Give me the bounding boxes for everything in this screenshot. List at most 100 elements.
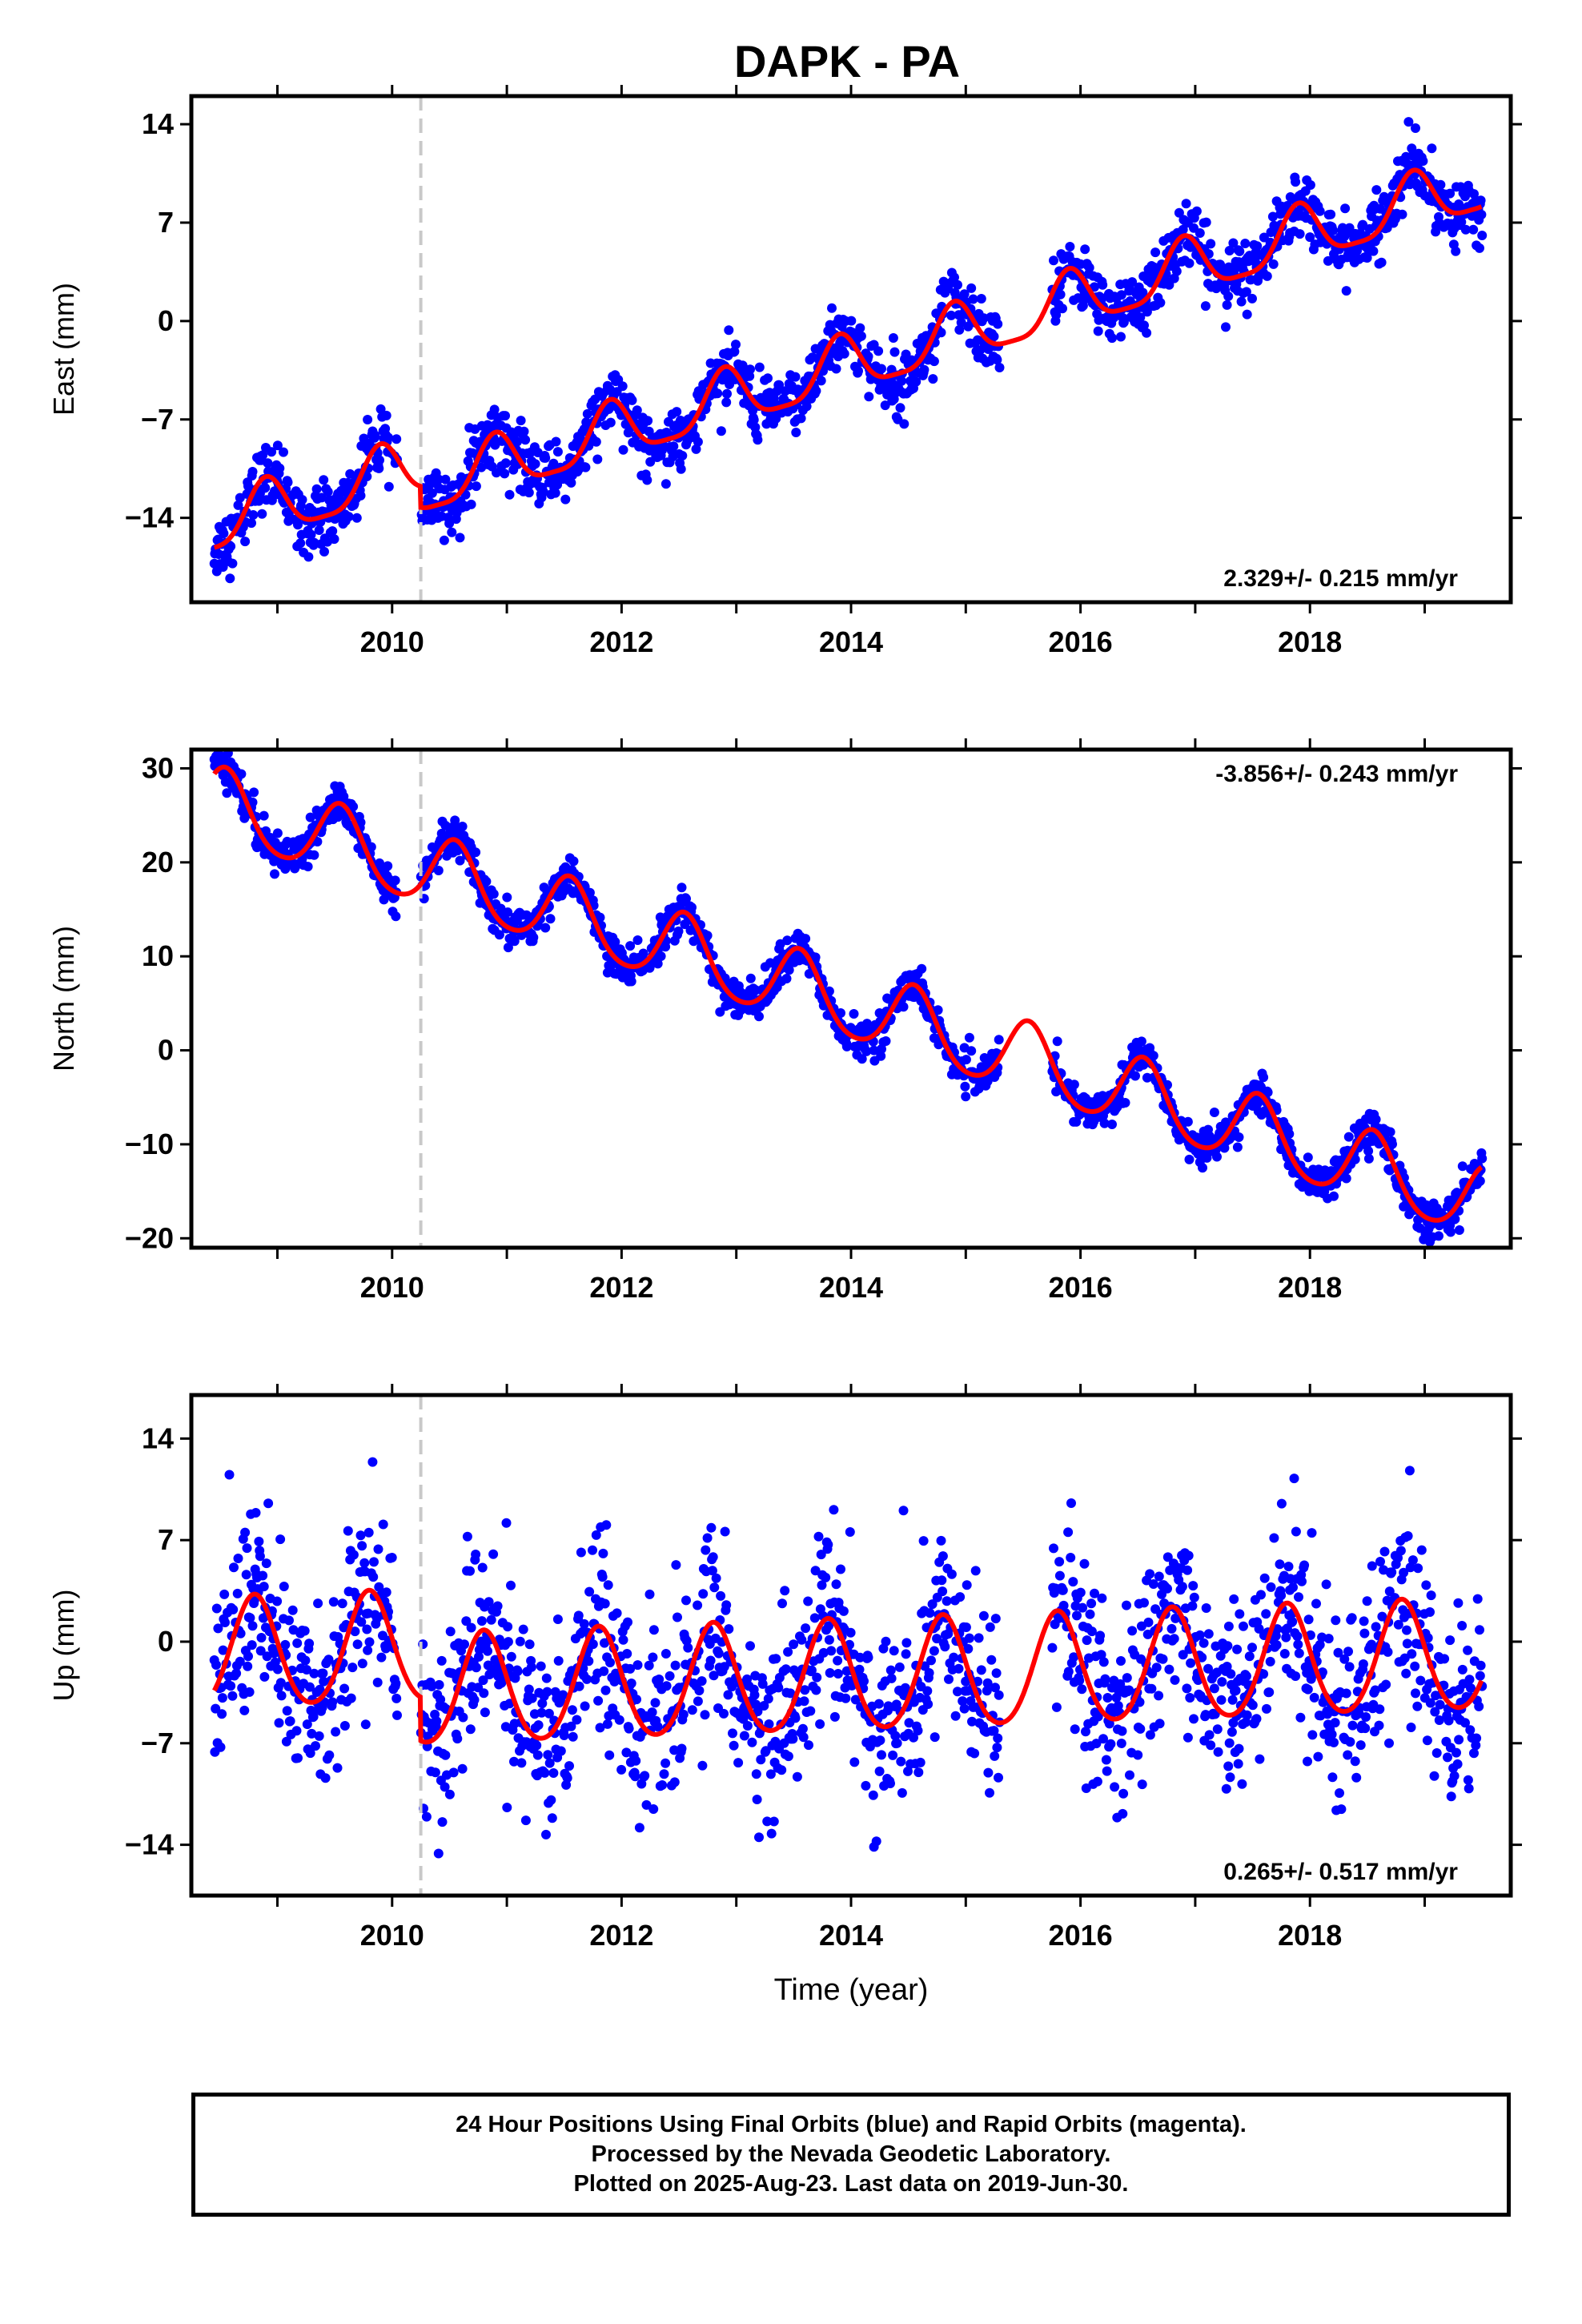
data-point bbox=[392, 1710, 402, 1720]
data-point bbox=[1463, 1775, 1473, 1785]
data-point bbox=[421, 1811, 432, 1822]
data-point bbox=[993, 1733, 1003, 1743]
data-point bbox=[1363, 1153, 1374, 1164]
data-point bbox=[904, 1718, 914, 1728]
data-point bbox=[1460, 224, 1471, 235]
data-point bbox=[1200, 1710, 1211, 1720]
data-point bbox=[474, 1651, 484, 1662]
data-point bbox=[1358, 219, 1368, 230]
data-point bbox=[1267, 211, 1278, 222]
data-point bbox=[1256, 1590, 1266, 1600]
data-point bbox=[444, 1789, 455, 1799]
data-point bbox=[950, 1711, 961, 1721]
data-point bbox=[366, 842, 376, 852]
data-point bbox=[614, 1715, 624, 1725]
data-point bbox=[280, 864, 291, 874]
data-point bbox=[698, 1589, 709, 1599]
data-point bbox=[1185, 1693, 1195, 1703]
data-point bbox=[833, 1669, 843, 1679]
data-point bbox=[930, 1732, 940, 1743]
data-point bbox=[1393, 1553, 1403, 1563]
data-point bbox=[283, 477, 293, 488]
data-point bbox=[1223, 292, 1234, 301]
data-point bbox=[540, 1767, 550, 1778]
data-point bbox=[1078, 1602, 1088, 1613]
data-point bbox=[248, 510, 259, 520]
data-point bbox=[327, 526, 338, 537]
y-tick-label: −7 bbox=[141, 1727, 174, 1759]
data-point bbox=[1307, 1730, 1318, 1740]
data-point bbox=[1212, 1152, 1222, 1162]
data-point bbox=[444, 518, 455, 529]
data-point bbox=[1326, 209, 1336, 219]
data-point bbox=[976, 1665, 986, 1675]
data-point bbox=[1222, 1662, 1232, 1671]
data-point bbox=[1341, 1173, 1351, 1184]
data-point bbox=[937, 1575, 947, 1586]
data-point bbox=[954, 324, 965, 335]
data-point bbox=[691, 444, 701, 454]
data-point bbox=[982, 1678, 993, 1688]
data-point bbox=[918, 1536, 929, 1546]
data-point bbox=[328, 1597, 339, 1607]
data-point bbox=[780, 1586, 790, 1596]
data-point bbox=[618, 1634, 628, 1645]
data-point bbox=[933, 1005, 943, 1015]
data-point bbox=[239, 813, 250, 823]
data-point bbox=[644, 1589, 655, 1599]
data-point bbox=[1405, 1562, 1415, 1573]
data-point bbox=[756, 1755, 766, 1765]
data-point bbox=[1341, 286, 1351, 296]
data-point bbox=[640, 1771, 650, 1781]
data-point bbox=[801, 401, 812, 412]
data-point bbox=[766, 1828, 777, 1839]
data-point bbox=[642, 475, 652, 485]
data-point bbox=[716, 1590, 726, 1601]
data-point bbox=[1098, 279, 1108, 290]
data-point bbox=[538, 487, 548, 497]
data-point bbox=[1439, 1654, 1450, 1664]
data-point bbox=[961, 1055, 971, 1065]
data-point bbox=[309, 1668, 319, 1679]
data-point bbox=[1066, 1553, 1076, 1562]
data-point bbox=[226, 541, 236, 552]
data-point bbox=[764, 1719, 774, 1729]
data-point bbox=[1155, 298, 1166, 308]
x-tick-label: 2014 bbox=[819, 625, 883, 658]
data-point bbox=[641, 1799, 652, 1810]
data-point bbox=[445, 1626, 456, 1637]
data-point bbox=[559, 1731, 569, 1740]
y-tick-label: 0 bbox=[158, 304, 174, 337]
data-point bbox=[233, 1554, 243, 1563]
data-point bbox=[630, 1771, 640, 1782]
data-point bbox=[339, 1721, 350, 1731]
data-point bbox=[824, 986, 834, 996]
data-point bbox=[693, 436, 703, 447]
data-point bbox=[303, 552, 314, 562]
data-point bbox=[564, 1761, 574, 1771]
data-point bbox=[1381, 1679, 1391, 1690]
data-point bbox=[211, 1703, 221, 1714]
data-point bbox=[1068, 1577, 1078, 1587]
data-point bbox=[728, 1728, 737, 1739]
data-point bbox=[465, 1566, 475, 1576]
data-point bbox=[1305, 180, 1315, 190]
data-point bbox=[1106, 1739, 1116, 1749]
data-point bbox=[648, 1652, 658, 1663]
data-point bbox=[845, 1627, 856, 1638]
data-point bbox=[343, 512, 354, 522]
data-point bbox=[1384, 1738, 1394, 1748]
data-point bbox=[1145, 1730, 1155, 1740]
data-point bbox=[275, 463, 285, 473]
data-point bbox=[647, 1707, 657, 1718]
data-point bbox=[306, 529, 316, 540]
data-point bbox=[1387, 1139, 1397, 1149]
data-point bbox=[1262, 1703, 1271, 1714]
data-point bbox=[982, 1076, 993, 1087]
data-point bbox=[1199, 1638, 1209, 1648]
data-point bbox=[1454, 199, 1464, 209]
data-point bbox=[282, 1706, 292, 1716]
data-point bbox=[890, 1731, 901, 1741]
data-point bbox=[1371, 1622, 1381, 1632]
data-point bbox=[868, 1790, 878, 1800]
